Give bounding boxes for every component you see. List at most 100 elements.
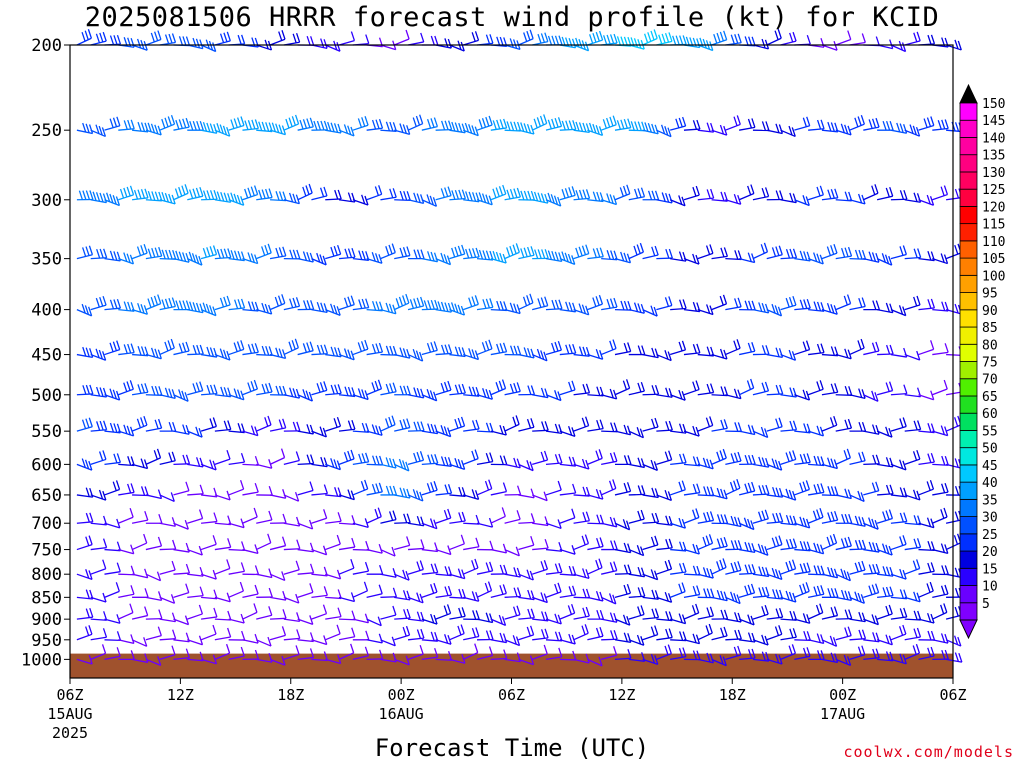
wind-barb [200, 417, 217, 432]
wind-barb [256, 510, 273, 524]
wind-barb [545, 453, 563, 466]
wind-barb [766, 608, 784, 620]
y-tick-label: 450 [31, 346, 62, 366]
colorbar-label: 70 [982, 373, 998, 388]
wind-barb [118, 634, 135, 645]
wind-barb [283, 645, 300, 660]
wind-barb [945, 303, 963, 315]
wind-barb [76, 417, 93, 432]
wind-barb [297, 424, 315, 435]
wind-barb [380, 121, 398, 132]
wind-barb [352, 34, 370, 46]
wind-barb [725, 33, 742, 46]
wind-barb [835, 448, 851, 465]
wind-barb [739, 632, 756, 643]
wind-barb [76, 654, 93, 665]
wind-barb [407, 32, 425, 46]
wind-barb [463, 610, 480, 621]
wind-barb [780, 538, 798, 551]
wind-barb [283, 114, 300, 131]
wind-barb [104, 518, 121, 529]
wind-barb [421, 454, 439, 466]
wind-barb [269, 418, 287, 432]
wind-barb [283, 192, 300, 205]
colorbar-top-arrow [959, 83, 978, 104]
wind-barb [794, 582, 810, 598]
wind-barb [518, 190, 536, 201]
wind-barb [697, 623, 713, 641]
wind-barb [90, 348, 107, 361]
wind-barb [876, 604, 893, 620]
wind-barb [573, 383, 591, 396]
wind-barb [932, 379, 948, 396]
wind-barb [863, 541, 880, 553]
wind-barb [587, 30, 604, 46]
wind-barb [890, 607, 908, 620]
wind-barb [463, 247, 480, 260]
colorbar-label: 105 [982, 252, 1005, 267]
colorbar-label: 150 [982, 97, 1005, 112]
wind-barb [601, 33, 618, 46]
wind-barb [214, 490, 231, 501]
wind-barb [421, 613, 438, 625]
wind-barb [421, 582, 438, 598]
wind-barb [573, 416, 590, 432]
wind-barb [407, 628, 425, 641]
wind-barb [545, 647, 563, 661]
colorbar-swatch [959, 481, 978, 500]
wind-barb [752, 187, 770, 201]
wind-barb [256, 121, 273, 133]
wind-barb [270, 513, 287, 524]
wind-barb [145, 448, 162, 465]
wind-barb [269, 448, 286, 465]
wind-barb [145, 609, 163, 620]
wind-barb [269, 626, 287, 641]
wind-barb [407, 611, 425, 622]
wind-barb [366, 301, 384, 312]
wind-barb [656, 248, 673, 260]
wind-barb [725, 515, 742, 528]
wind-barb [380, 188, 397, 201]
x-tick-label: 12Z [608, 686, 635, 704]
wind-barb [393, 458, 410, 472]
wind-barb [242, 119, 259, 131]
wind-barb [766, 486, 784, 498]
wind-barb [656, 192, 673, 204]
wind-barb [366, 379, 383, 396]
wind-barb [90, 489, 107, 501]
wind-barb [670, 453, 687, 466]
y-tick-label: 950 [31, 631, 62, 651]
wind-barb [780, 387, 798, 398]
credit-text[interactable]: coolwx.com/models [843, 743, 1014, 761]
wind-barb [228, 340, 245, 356]
wind-barb [228, 34, 246, 46]
wind-barb [601, 388, 618, 400]
wind-barb [863, 583, 880, 598]
wind-barb [173, 341, 190, 356]
wind-barb [766, 567, 783, 581]
wind-barb [876, 426, 893, 438]
wind-barb [766, 535, 783, 551]
wind-barb [656, 350, 672, 362]
wind-barb [132, 188, 149, 201]
wind-barb [200, 624, 217, 641]
plot-frame [69, 44, 954, 679]
wind-barb [725, 561, 742, 575]
wind-barb [366, 455, 384, 466]
wind-barb [849, 539, 867, 551]
wind-barb [794, 298, 811, 311]
wind-barb [890, 512, 908, 524]
wind-barb [531, 491, 548, 502]
wind-barb [752, 381, 770, 396]
wind-barb [90, 420, 108, 432]
wind-barb [159, 451, 176, 466]
wind-barb [531, 114, 548, 131]
y-tick-label: 1000 [21, 650, 62, 670]
wind-barb [863, 251, 880, 263]
wind-barb [780, 450, 797, 465]
wind-barb [132, 121, 149, 133]
wind-barb [573, 346, 591, 357]
wind-barb [697, 346, 715, 357]
wind-barb [449, 568, 466, 580]
wind-barb [573, 189, 591, 201]
